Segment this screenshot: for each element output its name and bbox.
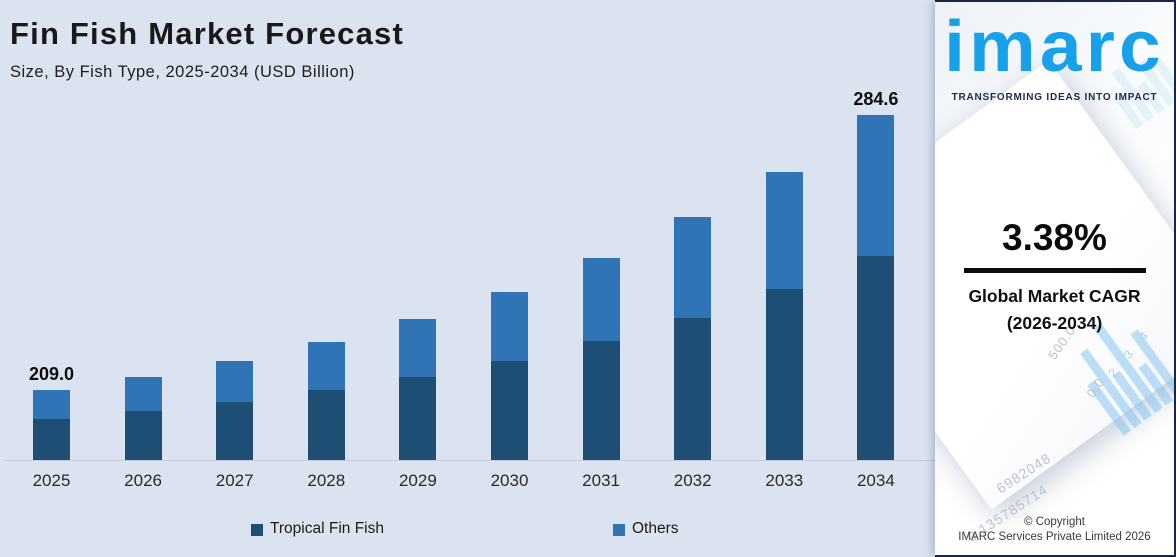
bar-segment-tropical-2029	[399, 377, 437, 460]
bar-segment-tropical-2025	[33, 419, 70, 460]
bar-segment-others-2032	[674, 217, 712, 318]
bar-segment-tropical-2034	[857, 256, 895, 460]
bar-2029	[399, 319, 437, 460]
bar-segment-others-2025	[33, 390, 70, 419]
brand-sidebar: 500.0 0.0 1 2 3 4 6982048 0.135785714 im…	[935, 0, 1176, 557]
bar-segment-tropical-2031	[582, 341, 620, 460]
bar-segment-tropical-2030	[491, 361, 528, 460]
bar-segment-tropical-2028	[307, 390, 345, 460]
bar-segment-tropical-2033	[765, 289, 803, 460]
bar-2030	[491, 292, 528, 460]
cagr-block: 3.38% Global Market CAGR (2026-2034)	[935, 217, 1174, 337]
bar-segment-others-2033	[765, 172, 803, 289]
bar-segment-others-2031	[582, 258, 620, 341]
x-axis-line	[5, 459, 935, 461]
bar-segment-tropical-2026	[124, 411, 162, 460]
data-label-2034: 284.6	[853, 89, 899, 109]
bar-segment-others-2028	[307, 342, 345, 390]
legend-swatch	[251, 523, 263, 536]
legend-swatch	[613, 523, 625, 536]
imarc-logo: imarc	[944, 7, 1165, 87]
x-axis-label: 2031	[582, 471, 620, 490]
legend-item-others: Others	[613, 520, 679, 538]
x-axis-label: 2026	[124, 471, 162, 490]
bar-segment-others-2030	[491, 292, 528, 361]
copyright-line2: IMARC Services Private Limited 2026	[958, 531, 1151, 544]
x-axis-label: 2032	[673, 471, 712, 490]
x-axis-label: 2028	[307, 471, 346, 490]
chart-legend: Tropical Fin Fish Others	[0, 520, 935, 544]
bar-2025	[33, 390, 70, 460]
x-axis-label: 2033	[765, 471, 804, 490]
bar-segment-tropical-2027	[216, 402, 254, 460]
page-subtitle: Size, By Fish Type, 2025-2034 (USD Billi…	[10, 63, 355, 81]
x-axis-label: 2029	[398, 471, 437, 490]
bar-2032	[674, 217, 712, 460]
data-label-2025: 209.0	[28, 364, 75, 384]
bar-segment-others-2029	[399, 319, 437, 377]
x-axis-label: 2030	[490, 471, 529, 490]
x-axis-label: 2025	[32, 471, 71, 490]
cagr-underline	[963, 268, 1146, 273]
copyright: © Copyright IMARC Services Private Limit…	[935, 515, 1174, 546]
bar-2027	[216, 361, 254, 460]
page-title: Fin Fish Market Forecast	[10, 16, 405, 51]
cagr-label: Global Market CAGR	[968, 286, 1141, 306]
copyright-line1: © Copyright	[1024, 515, 1085, 528]
bar-segment-others-2026	[124, 377, 162, 411]
legend-label: Others	[632, 520, 679, 537]
bar-segment-tropical-2032	[674, 318, 712, 460]
bar-2034	[857, 115, 895, 460]
logo-tagline: TRANSFORMING IDEAS INTO IMPACT	[951, 92, 1158, 103]
legend-label: Tropical Fin Fish	[270, 520, 384, 537]
bar-2026	[124, 377, 162, 460]
bar-2031	[582, 258, 620, 460]
bar-segment-others-2027	[216, 361, 254, 402]
bar-2033	[765, 172, 803, 460]
chart-panel: Fin Fish Market Forecast Size, By Fish T…	[0, 0, 935, 557]
bar-segment-others-2034	[857, 115, 895, 256]
x-axis-label: 2027	[215, 471, 254, 490]
cagr-value: 3.38%	[1002, 217, 1107, 258]
legend-item-tropical-fin-fish: Tropical Fin Fish	[251, 520, 384, 538]
bar-2028	[307, 342, 345, 460]
x-axis-label: 2034	[856, 471, 895, 490]
stacked-bar-chart: 2025 209.0 2026 2027 2028 2029 2030 2031 2032 203…	[5, 89, 935, 490]
cagr-years: (2026-2034)	[1006, 313, 1103, 334]
